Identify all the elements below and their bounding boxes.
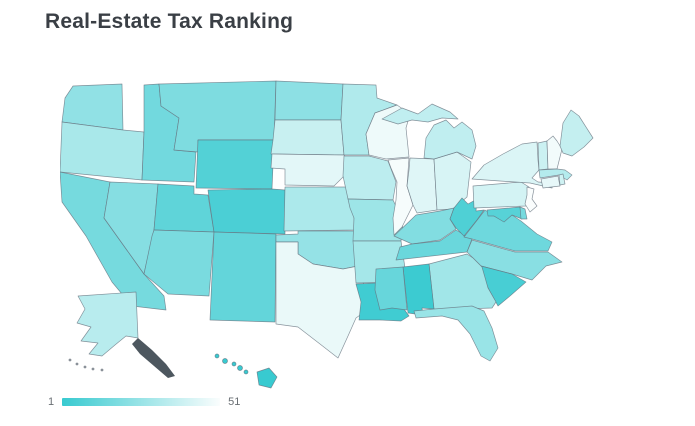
us-choropleth-map: Washington — rank 24 Oregon — rank 30 Ca…	[59, 58, 600, 398]
state-utah[interactable]: Utah — rank 11	[153, 183, 215, 233]
alaska-panhandle-coast	[132, 338, 175, 378]
legend-max-label: 51	[228, 396, 241, 408]
state-connecticut[interactable]: Connecticut — rank 46	[540, 175, 561, 189]
aleutian-island	[75, 362, 79, 366]
state-oregon[interactable]: Oregon — rank 30	[59, 121, 145, 181]
state-florida[interactable]: Florida — rank 26	[413, 305, 499, 362]
state-maine[interactable]: Maine — rank 37	[559, 109, 594, 157]
state-washington[interactable]: Washington — rank 24	[61, 83, 124, 131]
state-virginia[interactable]: Virginia — rank 15	[463, 209, 553, 252]
state-vermont[interactable]: Vermont — rank 39	[537, 140, 549, 171]
state-michigan[interactable]: Michigan — rank 36	[381, 103, 477, 160]
state-delaware[interactable]: Delaware — rank 17	[519, 206, 528, 220]
state-colorado[interactable]: Colorado — rank 6	[207, 188, 286, 235]
state-rhode-island[interactable]: Rhode Island — rank 40	[558, 173, 566, 186]
aleutian-island	[68, 358, 72, 362]
state-mississippi[interactable]: Mississippi — rank 13	[374, 266, 408, 311]
state-iowa[interactable]: Iowa — rank 35	[342, 155, 397, 201]
legend-gradient-bar	[62, 398, 221, 406]
state-alaska[interactable]: Alaska — rank 34	[68, 291, 175, 378]
legend-min-label: 1	[48, 396, 55, 408]
state-wyoming[interactable]: Wyoming — rank 8	[195, 139, 275, 190]
state-hawaii[interactable]: Hawaii — rank 1	[214, 353, 278, 389]
state-pennsylvania[interactable]: Pennsylvania — rank 41	[472, 181, 530, 209]
aleutian-island	[100, 368, 104, 372]
state-illinois[interactable]: Illinois — rank 50	[387, 157, 414, 236]
aleutian-island	[83, 365, 87, 369]
aleutian-island	[91, 367, 95, 371]
state-new-york[interactable]: New York — rank 43	[471, 141, 554, 189]
color-legend: 1 51	[48, 396, 240, 408]
us-map-svg: Washington — rank 24 Oregon — rank 30 Ca…	[59, 80, 594, 389]
state-new-hampshire[interactable]: New Hampshire — rank 49	[546, 135, 563, 170]
state-south-dakota[interactable]: South Dakota — rank 38	[270, 119, 345, 156]
state-new-jersey[interactable]: New Jersey — rank 51	[524, 186, 538, 213]
state-new-mexico[interactable]: New Mexico — rank 12	[209, 231, 277, 323]
state-kansas[interactable]: Kansas — rank 31	[283, 186, 356, 232]
page-title: Real-Estate Tax Ranking	[45, 10, 294, 33]
state-nebraska[interactable]: Nebraska — rank 45	[270, 153, 353, 187]
state-north-dakota[interactable]: North Dakota — rank 23	[274, 80, 344, 121]
state-alabama[interactable]: Alabama — rank 2	[402, 263, 435, 316]
